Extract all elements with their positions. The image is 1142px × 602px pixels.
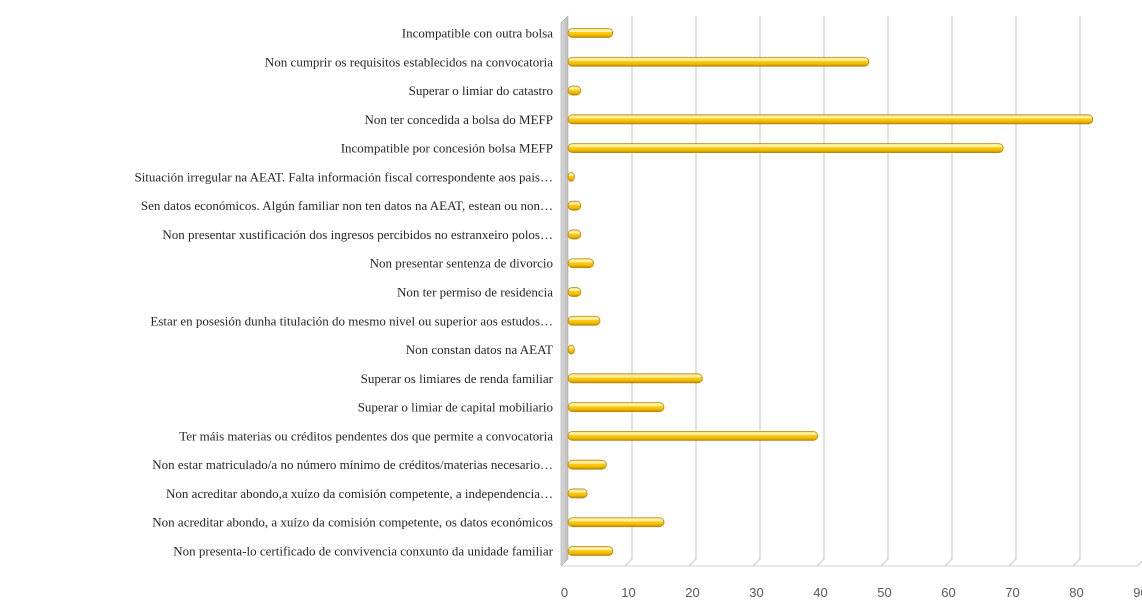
x-tick-label: 30 bbox=[749, 585, 763, 600]
category-label: Non cumprir os requisitos establecidos n… bbox=[265, 54, 553, 69]
bar bbox=[567, 28, 614, 38]
gridline-floor bbox=[1008, 558, 1017, 567]
category-label: Estar en posesión dunha titulación do me… bbox=[150, 313, 553, 328]
category-label: Non acreditar abondo, a xuízo da comisió… bbox=[152, 515, 553, 530]
bar bbox=[567, 200, 582, 211]
category-label: Non presentar sentenza de divorcio bbox=[370, 256, 553, 271]
x-tick-label: 70 bbox=[1005, 585, 1019, 600]
gridline-floor bbox=[752, 558, 761, 567]
x-tick-label: 50 bbox=[877, 585, 891, 600]
category-label: Non estar matriculado/a no número mínimo… bbox=[152, 457, 553, 472]
gridline-floor bbox=[1072, 558, 1081, 567]
x-tick-label: 80 bbox=[1069, 585, 1083, 600]
bar bbox=[567, 315, 601, 326]
axis-wall bbox=[560, 15, 1137, 567]
bar bbox=[567, 171, 575, 182]
category-label: Non ter concedida a bolsa do MEFP bbox=[365, 112, 553, 127]
category-label: Non presenta-lo certificado de convivenc… bbox=[173, 544, 553, 559]
gridline-floor bbox=[816, 558, 825, 567]
bar bbox=[567, 344, 575, 355]
bar bbox=[567, 430, 819, 441]
bars bbox=[567, 28, 1094, 556]
gridline-floor bbox=[688, 558, 697, 567]
bar bbox=[567, 229, 582, 240]
category-label: Non acreditar abondo,a xuízo da comisión… bbox=[166, 486, 553, 501]
category-label: Ter máis materias ou créditos pendentes … bbox=[179, 428, 553, 443]
bar bbox=[567, 258, 595, 269]
category-label: Incompatible por concesión bolsa MEFP bbox=[341, 141, 553, 156]
bar bbox=[567, 114, 1094, 125]
bar bbox=[567, 143, 1004, 154]
bar bbox=[567, 373, 703, 384]
gridline-floor bbox=[944, 558, 953, 567]
gridline-floor bbox=[624, 558, 633, 567]
bar bbox=[567, 402, 665, 413]
category-label: Situación irregular na AEAT. Falta infor… bbox=[134, 169, 553, 184]
bar bbox=[567, 546, 614, 556]
category-label: Superar os limiares de renda familiar bbox=[361, 371, 554, 386]
category-label: Non presentar xustificación dos ingresos… bbox=[162, 227, 553, 242]
category-label: Non ter permiso de residencia bbox=[397, 285, 553, 300]
x-tick-label: 60 bbox=[941, 585, 955, 600]
category-label: Superar o limiar do catastro bbox=[409, 83, 553, 98]
x-tick-label: 0 bbox=[561, 585, 568, 600]
category-labels: Incompatible con outra bolsa Non cumprir … bbox=[134, 26, 553, 559]
bar bbox=[567, 85, 582, 96]
bar bbox=[567, 56, 870, 67]
x-tick-label: 90 bbox=[1133, 585, 1142, 600]
bar bbox=[567, 488, 588, 499]
bar bbox=[567, 287, 582, 297]
category-label: Superar o limiar de capital mobiliario bbox=[358, 400, 553, 415]
category-label: Sen datos económicos. Algún familiar non… bbox=[141, 198, 553, 213]
x-tick-label: 40 bbox=[813, 585, 827, 600]
gridline-floor bbox=[880, 558, 889, 567]
gridline-floor bbox=[1136, 560, 1142, 567]
x-tick-label: 20 bbox=[685, 585, 699, 600]
left-wall bbox=[560, 15, 569, 567]
bar bbox=[567, 517, 665, 528]
category-label: Incompatible con outra bolsa bbox=[402, 26, 553, 41]
x-tick-labels: 0 10 20 30 40 50 60 70 80 90 bbox=[561, 585, 1142, 600]
category-label: Non constan datos na AEAT bbox=[406, 342, 553, 357]
x-tick-label: 10 bbox=[621, 585, 635, 600]
gridlines bbox=[624, 16, 1142, 567]
bar bbox=[567, 459, 607, 470]
